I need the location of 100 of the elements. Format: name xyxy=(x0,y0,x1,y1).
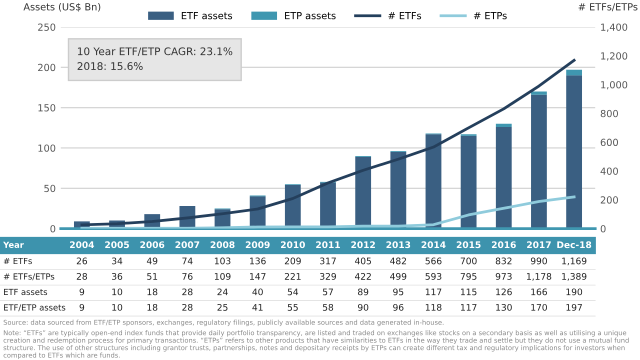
x-tick-label: 2017 xyxy=(527,241,551,248)
x-tick-label: 2012 xyxy=(351,241,375,248)
legend-label: ETP assets xyxy=(285,12,336,20)
text: 117 xyxy=(426,288,442,296)
x-tick-label: 2005 xyxy=(105,241,129,248)
x-tick-label: 2016 xyxy=(492,241,516,248)
data-label: 103 xyxy=(214,258,230,264)
text: 89 xyxy=(358,288,368,296)
text: ETF/ETP assets xyxy=(4,304,66,312)
x-tick-label: Dec-18 xyxy=(557,241,592,248)
x-tick-label: 2010 xyxy=(280,241,305,248)
y2-tick-label: 0 xyxy=(600,225,606,232)
text: # ETFs xyxy=(4,258,32,264)
data-label: 317 xyxy=(320,258,336,264)
text: 973 xyxy=(496,272,512,280)
text: 28 xyxy=(76,272,88,280)
bar xyxy=(566,75,582,229)
y2-tick-label: 1,400 xyxy=(601,23,628,32)
text: 118 xyxy=(426,304,442,311)
bar xyxy=(531,92,547,95)
data-label: 74 xyxy=(182,258,193,264)
x-tick-label: 2014 xyxy=(422,241,446,248)
text: 795 xyxy=(460,272,476,280)
text: 170 xyxy=(531,304,547,311)
text: 51 xyxy=(147,273,158,280)
data-label: 566 xyxy=(426,258,442,264)
text: # ETFs/ETPs xyxy=(4,273,54,280)
text: 24 xyxy=(217,288,228,296)
text: 41 xyxy=(252,304,263,311)
text: 9 xyxy=(80,288,84,296)
text: 147 xyxy=(250,273,266,280)
text: 109 xyxy=(214,272,231,280)
y-axis-title: Assets (US$ Bn) xyxy=(23,2,100,12)
bar xyxy=(566,70,582,76)
y-tick-label: 50 xyxy=(44,184,56,192)
x-tick-label: 2013 xyxy=(386,241,410,248)
text: 55 xyxy=(288,304,298,311)
text: 28 xyxy=(182,304,192,311)
text: 76 xyxy=(182,272,193,280)
text: 117 xyxy=(461,304,476,311)
text: 499 xyxy=(390,272,406,280)
data-label: 136 xyxy=(250,258,266,264)
text: 95 xyxy=(393,288,404,296)
x-tick-label: 2008 xyxy=(210,241,235,248)
text: 166 xyxy=(531,288,547,296)
x-tick-label: 2004 xyxy=(70,241,94,248)
text: 10 xyxy=(112,304,122,311)
text: 126 xyxy=(496,288,512,296)
text: 58 xyxy=(322,304,334,311)
text: 18 xyxy=(147,304,158,311)
legend-label: # ETFs xyxy=(388,12,422,20)
text: 57 xyxy=(322,288,333,296)
text: 197 xyxy=(566,304,582,311)
text: 96 xyxy=(393,304,404,311)
text: 9 xyxy=(80,304,84,311)
bar xyxy=(531,94,547,229)
x-tick-label: 2009 xyxy=(246,241,270,248)
bar xyxy=(426,134,442,229)
text: 18 xyxy=(147,288,158,296)
text: 40 xyxy=(252,288,263,296)
data-label: 700 xyxy=(460,258,477,264)
text: 130 xyxy=(496,304,512,311)
y-tick-label: 200 xyxy=(38,64,56,72)
text: 25 xyxy=(217,304,228,311)
bar xyxy=(460,136,477,229)
y2-tick-label: 1,200 xyxy=(601,52,628,61)
y2-tick-label: 400 xyxy=(600,167,618,175)
text: 90 xyxy=(358,304,368,311)
x-tick-label: 2015 xyxy=(456,241,481,248)
x-tick-label: 2006 xyxy=(140,241,164,248)
data-label: 1,169 xyxy=(562,258,586,266)
y2-tick-label: 200 xyxy=(600,196,618,204)
text: 1,389 xyxy=(562,272,586,281)
legend-label: ETF assets xyxy=(182,12,232,20)
bar xyxy=(496,126,512,229)
text: 115 xyxy=(461,288,476,296)
text: 28 xyxy=(182,288,192,296)
text: 10 xyxy=(112,288,122,296)
x-tick-label: 2007 xyxy=(176,241,200,248)
data-label: 482 xyxy=(390,258,406,264)
data-label: 832 xyxy=(496,258,512,264)
text: 593 xyxy=(426,272,442,280)
data-label: 990 xyxy=(530,258,547,264)
data-label: 209 xyxy=(284,258,301,264)
text: 422 xyxy=(354,272,371,280)
y2-tick-label: 600 xyxy=(600,138,618,146)
text: Year xyxy=(3,242,24,248)
y-tick-label: 100 xyxy=(38,144,56,152)
text: 221 xyxy=(284,272,301,280)
legend-label: # ETPs xyxy=(474,12,507,20)
y2-tick-label: 800 xyxy=(600,110,618,118)
y2-axis-title: # ETFs/ETPs xyxy=(578,3,638,12)
y-tick-label: 0 xyxy=(50,225,56,232)
y2-tick-label: 1,000 xyxy=(601,81,628,90)
y-tick-label: 250 xyxy=(38,23,56,31)
line-series xyxy=(80,196,576,229)
y-tick-label: 150 xyxy=(38,104,56,112)
bar xyxy=(496,124,512,127)
text: ETF assets xyxy=(4,288,48,296)
annotation: 2018: 15.6% xyxy=(78,62,143,70)
